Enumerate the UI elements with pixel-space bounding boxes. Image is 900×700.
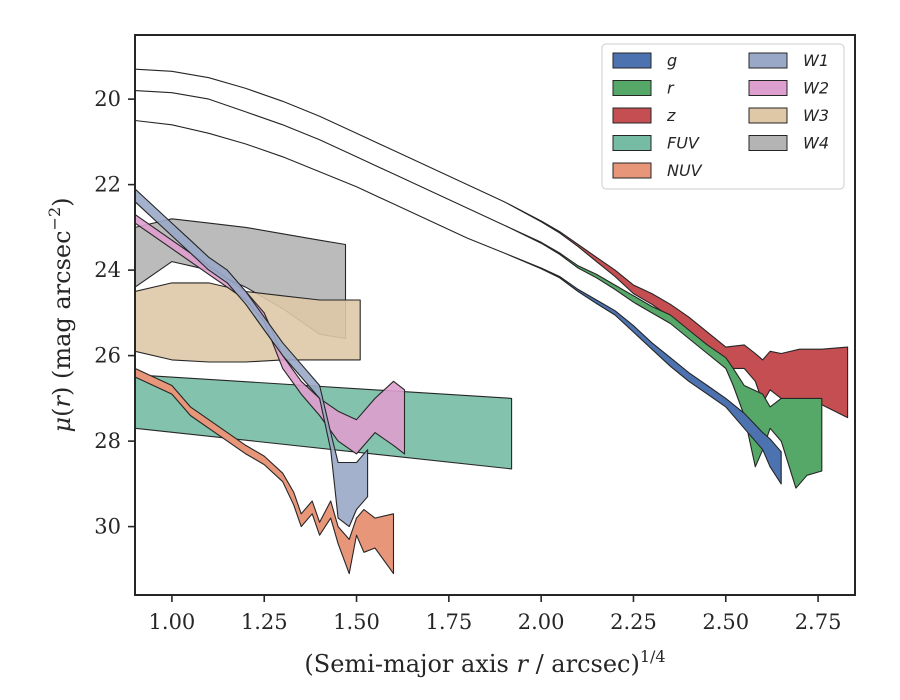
band-g	[135, 119, 782, 485]
x-tick-label: 2.75	[795, 610, 842, 634]
x-axis-ticks: 1.00 1.25 1.50 1.75 2.00 2.25 2.50 2.75	[149, 595, 842, 634]
band-w1	[135, 188, 369, 528]
legend-label-z: z	[666, 106, 676, 125]
band-z	[135, 68, 849, 419]
y-tick-label: 28	[94, 429, 121, 453]
legend-label-fuv: FUV	[667, 134, 700, 153]
legend-label-g: g	[667, 51, 677, 70]
band-w3	[135, 282, 361, 363]
x-tick-label: 2.00	[518, 610, 565, 634]
legend: grz FUV NUV W1 W2 W3 W4	[601, 43, 845, 190]
legend-swatch-w2	[748, 80, 788, 96]
legend-label-nuv: NUV	[667, 161, 703, 180]
x-axis-title: (Semi-major axis r / arcsec)1/4	[304, 647, 665, 678]
legend-swatch-fuv	[612, 135, 652, 151]
legend-label-w2: W2	[803, 79, 829, 98]
legend-label-r: r	[667, 79, 675, 98]
legend-swatch-w1	[748, 52, 788, 69]
x-tick-label: 2.50	[702, 610, 749, 634]
plot-frame	[134, 34, 856, 596]
y-tick-label: 30	[94, 515, 121, 539]
legend-label-w1: W1	[803, 51, 829, 70]
legend-label-w3: W3	[803, 106, 829, 125]
legend-swatch-nuv	[612, 162, 652, 179]
band-layer	[135, 68, 849, 575]
legend-swatch-g	[612, 52, 652, 69]
legend-swatch-r	[612, 80, 652, 96]
band-r	[135, 90, 823, 489]
y-tick-label: 20	[94, 87, 121, 111]
x-tick-label: 1.00	[149, 610, 196, 634]
legend-label-w4: W4	[803, 134, 829, 153]
y-axis-title: μ(r) (mag arcsec−2)	[45, 197, 76, 432]
x-tick-label: 1.75	[425, 610, 472, 634]
legend-swatch-w4	[748, 135, 788, 151]
x-tick-label: 1.50	[333, 610, 380, 634]
y-tick-label: 22	[94, 173, 121, 197]
plot-border	[134, 34, 856, 596]
legend-swatch-z	[612, 107, 652, 124]
legend-swatch-w3	[748, 107, 788, 124]
y-tick-label: 26	[94, 344, 121, 368]
y-tick-label: 24	[94, 258, 121, 282]
band-nuv	[135, 367, 395, 575]
x-tick-label: 2.25	[610, 610, 657, 634]
y-axis-ticks: 20 22 24 26 28 30	[94, 87, 135, 539]
x-tick-label: 1.25	[241, 610, 288, 634]
band-fuv	[135, 374, 513, 470]
